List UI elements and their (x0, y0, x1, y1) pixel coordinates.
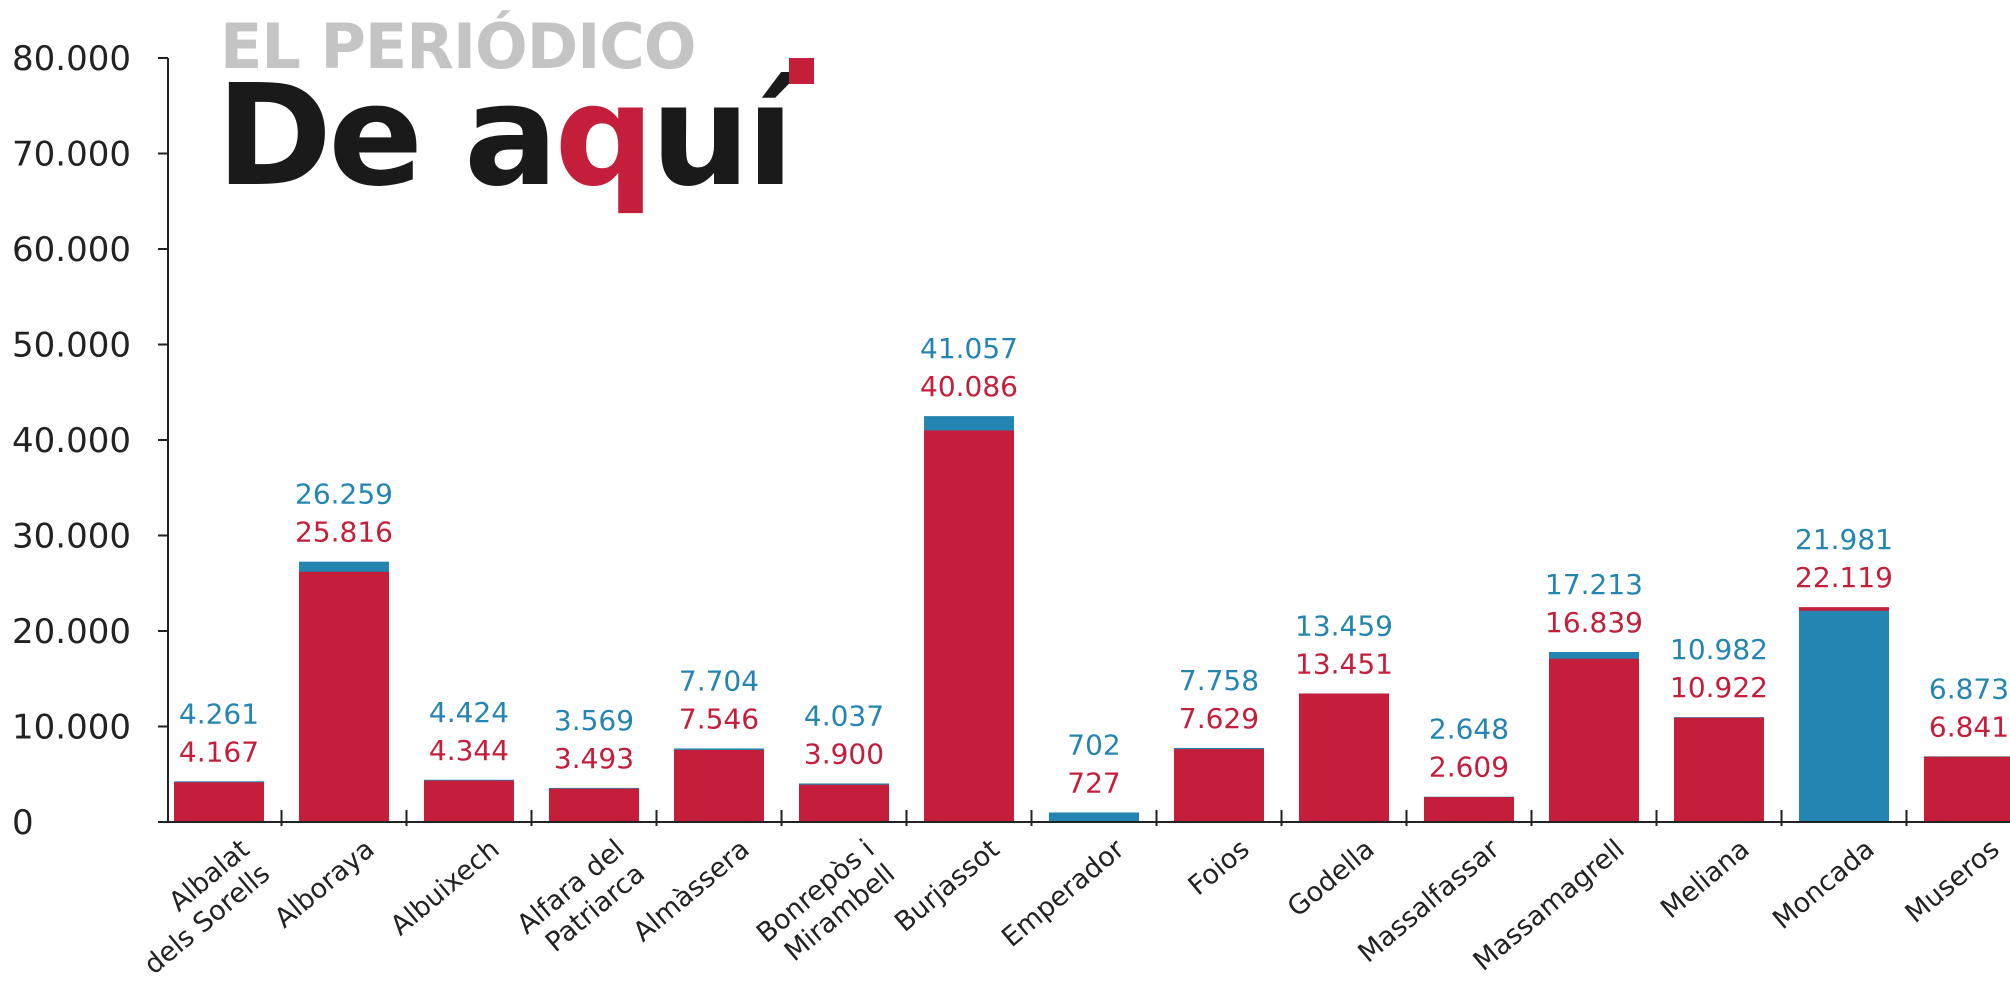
bar (1174, 749, 1264, 822)
y-tick-label: 40.000 (12, 421, 131, 461)
value-label-blue: 3.569 (554, 704, 634, 737)
value-label-red: 40.086 (920, 370, 1018, 403)
category-label: Godella (1282, 834, 1381, 924)
y-tick-label: 70.000 (12, 135, 131, 175)
value-label-blue: 7.758 (1179, 664, 1259, 697)
bar (924, 430, 1014, 822)
logo-main-suffix: uí (651, 55, 802, 218)
logo-main-accent: q (554, 55, 650, 218)
value-label-red: 25.816 (295, 516, 393, 549)
y-axis: 0 10.000 20.000 30.000 40.000 50.000 60.000 70.… (12, 39, 169, 843)
bar (1799, 610, 1889, 822)
value-label-red: 2.609 (1429, 751, 1509, 784)
category-label: Albuixech (385, 834, 506, 942)
value-label-blue: 2.648 (1429, 713, 1509, 746)
value-label-blue: 26.259 (295, 478, 393, 511)
bar (1674, 717, 1764, 822)
value-label-blue: 17.213 (1545, 568, 1643, 601)
value-label-red: 16.839 (1545, 606, 1643, 639)
bar (1299, 693, 1389, 822)
logo-accent-square (789, 58, 814, 84)
category-label: Almàssera (627, 834, 755, 949)
bars: 4.261 4.167 26.259 25.816 4.424 4.344 3.569 3.4… (174, 332, 2010, 822)
logo-top-text: EL PERIÓDICO (220, 10, 696, 83)
value-label-red: 7.629 (1179, 702, 1259, 735)
y-tick-label: 10.000 (12, 708, 131, 748)
y-tick-label: 20.000 (12, 612, 131, 652)
y-tick-label: 0 (12, 803, 34, 843)
category-label: Museros (1900, 834, 2006, 930)
value-label-blue: 7.704 (679, 664, 759, 697)
y-tick-label: 60.000 (12, 230, 131, 270)
bar (549, 788, 639, 822)
value-label-blue: 21.981 (1795, 523, 1893, 556)
value-label-blue: 4.424 (429, 696, 509, 729)
bar (1924, 756, 2010, 822)
category-label: Moncada (1767, 834, 1880, 936)
value-label-red: 727 (1067, 766, 1120, 799)
logo: EL PERIÓDICO De aquí (216, 10, 814, 218)
category-label: Alboraya (269, 834, 381, 935)
bar (299, 571, 389, 822)
value-label-red: 22.119 (1795, 561, 1893, 594)
value-label-blue: 702 (1067, 728, 1120, 761)
value-label-blue: 4.037 (804, 699, 884, 732)
value-label-blue: 6.873 (1929, 672, 2009, 705)
value-label-red: 3.493 (554, 742, 634, 775)
bar (174, 782, 264, 822)
category-label: Meliana (1655, 834, 1755, 925)
value-label-blue: 4.261 (179, 697, 259, 730)
y-tick-label: 50.000 (12, 326, 131, 366)
logo-main-text: De aquí (216, 55, 801, 218)
y-tick-label: 30.000 (12, 517, 131, 557)
bar (424, 780, 514, 822)
category-label: Alfara delPatriarca (511, 834, 651, 966)
category-label: Burjassot (889, 834, 1005, 939)
value-label-blue: 10.982 (1670, 633, 1768, 666)
bar (1424, 797, 1514, 822)
bar (674, 749, 764, 822)
bar (1049, 815, 1139, 822)
value-label-red: 10.922 (1670, 671, 1768, 704)
bar (1549, 658, 1639, 822)
value-label-red: 3.900 (804, 737, 884, 770)
value-label-red: 13.451 (1295, 647, 1393, 680)
value-label-red: 7.546 (679, 702, 759, 735)
category-label: Foios (1183, 834, 1256, 902)
category-label: Bonrepòs iMirambell (751, 834, 901, 974)
value-label-blue: 41.057 (920, 332, 1018, 365)
category-label: Albalatdels Sorells (118, 834, 276, 981)
value-label-blue: 13.459 (1295, 609, 1393, 642)
y-tick-label: 80.000 (12, 39, 131, 79)
bar (799, 784, 889, 822)
value-label-red: 4.167 (179, 735, 259, 768)
value-label-red: 6.841 (1929, 710, 2009, 743)
category-label: Emperador (996, 833, 1131, 953)
logo-main-prefix: De a (216, 55, 554, 218)
value-label-red: 4.344 (429, 734, 509, 767)
